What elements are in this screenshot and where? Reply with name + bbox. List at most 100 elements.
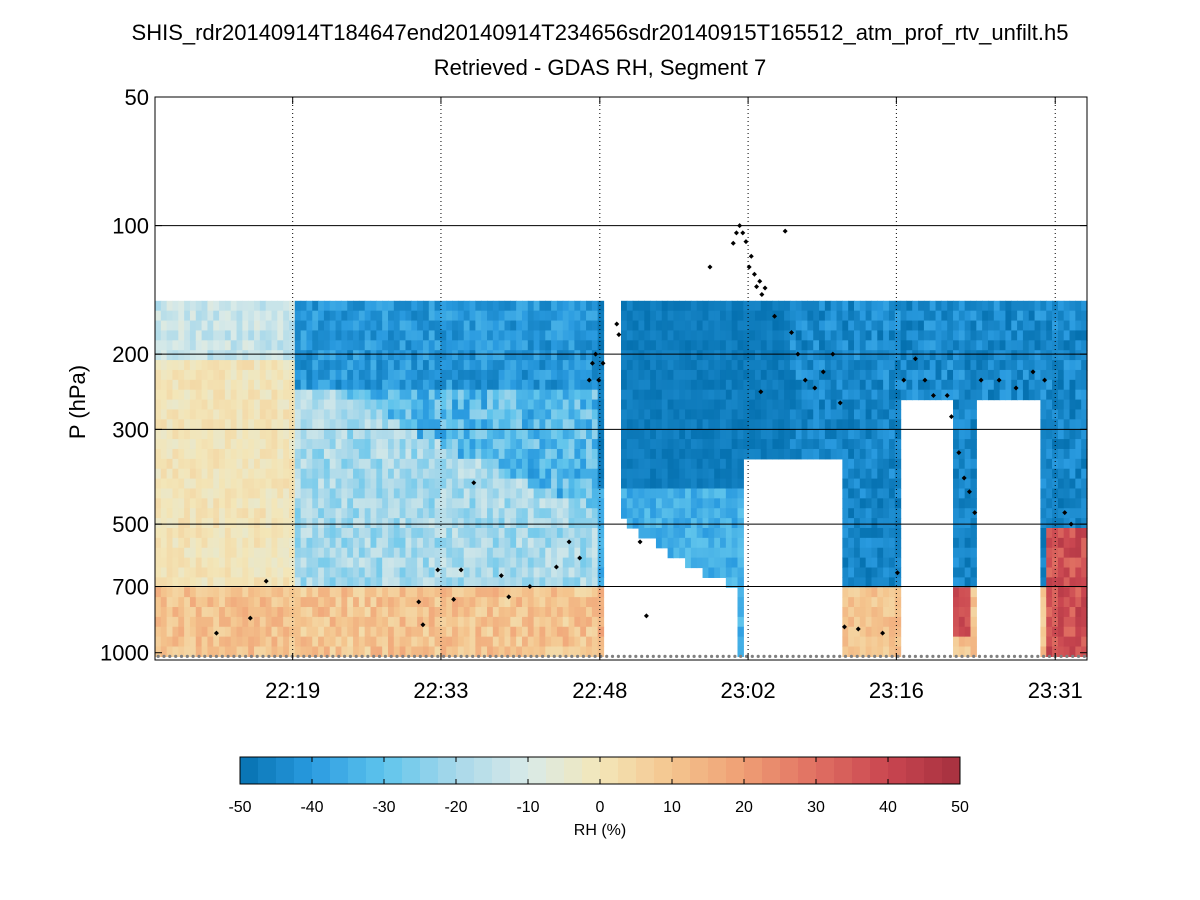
cloud-top-marker [748,253,754,259]
cloud-top-marker [637,539,643,545]
surface-marker [692,654,696,659]
colorbar-swatch [906,757,925,784]
surface-marker [354,654,358,659]
surface-marker [651,654,655,659]
surface-marker [622,654,626,659]
surface-marker [529,654,533,659]
cloud-top-marker [762,285,768,291]
surface-marker [395,654,399,659]
colorbar-swatch [384,757,403,784]
surface-marker [669,654,673,659]
surface-marker [995,654,999,659]
surface-marker [348,654,352,659]
surface-marker [762,654,766,659]
surface-marker [715,654,720,659]
grid-lines [155,97,1087,660]
colorbar-tick-label: 40 [879,799,897,816]
surface-marker [610,654,615,659]
surface-marker [372,654,376,659]
cloud-top-marker [263,578,269,584]
surface-marker [523,654,527,659]
cloud-top-marker [420,622,426,628]
cloud-top-marker [506,594,512,600]
surface-marker [1012,654,1017,659]
colorbar-tick-label: -50 [228,799,251,816]
colorbar-swatch [780,757,799,784]
surface-marker [1047,654,1051,659]
cloud-top-marker [416,599,422,605]
surface-marker [867,654,871,659]
cloud-top-marker [740,230,746,236]
surface-marker [855,654,859,659]
surface-marker [331,654,335,659]
x-tick-label: 22:33 [413,678,468,703]
surface-marker [710,654,714,659]
cloud-top-marker [841,624,847,630]
colorbar-tick-label: 10 [663,799,681,816]
surface-marker [511,654,516,659]
surface-marker [185,654,189,659]
surface-marker [721,654,725,659]
surface-marker [442,654,446,659]
surface-marker [657,654,661,659]
surface-marker [861,654,865,659]
colorbar-swatch [852,757,871,784]
surface-marker [308,654,312,659]
surface-marker [1024,654,1028,659]
colorbar-swatch [276,757,295,784]
colorbar-swatch [618,757,637,784]
cloud-top-marker [451,596,457,602]
surface-marker [884,654,888,659]
cloud-top-marker [600,360,606,366]
surface-marker [943,654,947,659]
surface-marker [820,654,824,659]
surface-marker [733,654,737,659]
surface-marker [966,654,970,659]
surface-marker [989,654,993,659]
surface-marker [278,654,283,659]
colorbar-swatch [510,757,529,784]
surface-marker [319,654,323,659]
cloud-top-marker [880,630,886,636]
colorbar-swatch [492,757,511,784]
cloud-top-marker [894,570,900,576]
colorbar-swatch [366,757,385,784]
colorbar-swatch [240,757,259,784]
surface-marker [494,654,498,659]
surface-marker [197,654,201,659]
cloud-top-marker [471,480,477,486]
cloud-top-marker [593,351,599,357]
colorbar-swatch [834,757,853,784]
surface-marker [814,654,819,659]
surface-marker [1071,654,1075,659]
surface-marker [890,654,894,659]
surface-marker [704,654,708,659]
surface-marker [774,654,778,659]
surface-marker [337,654,341,659]
surface-marker [506,654,510,659]
surface-marker [465,654,469,659]
cloud-top-marker [922,377,928,383]
surface-marker [1059,654,1063,659]
surface-marker [296,654,300,659]
surface-marker [168,654,172,659]
colorbar-swatch [294,757,313,784]
surface-marker [896,654,900,659]
colorbar-swatch [546,757,565,784]
surface-marker [226,654,230,659]
surface-marker [482,654,486,659]
colorbar-swatch [438,757,457,784]
surface-marker [447,654,451,659]
colorbar-swatch [816,757,835,784]
surface-marker [244,654,248,659]
cloud-top-marker [577,555,583,561]
surface-marker [552,654,556,659]
surface-marker [931,654,935,659]
cloud-top-marker [737,223,743,229]
colorbar-tick-label: 50 [951,799,969,816]
colorbar-swatch [402,757,421,784]
cloud-top-marker [730,240,736,246]
surface-marker [744,654,749,659]
cloud-top-marker [757,278,763,284]
